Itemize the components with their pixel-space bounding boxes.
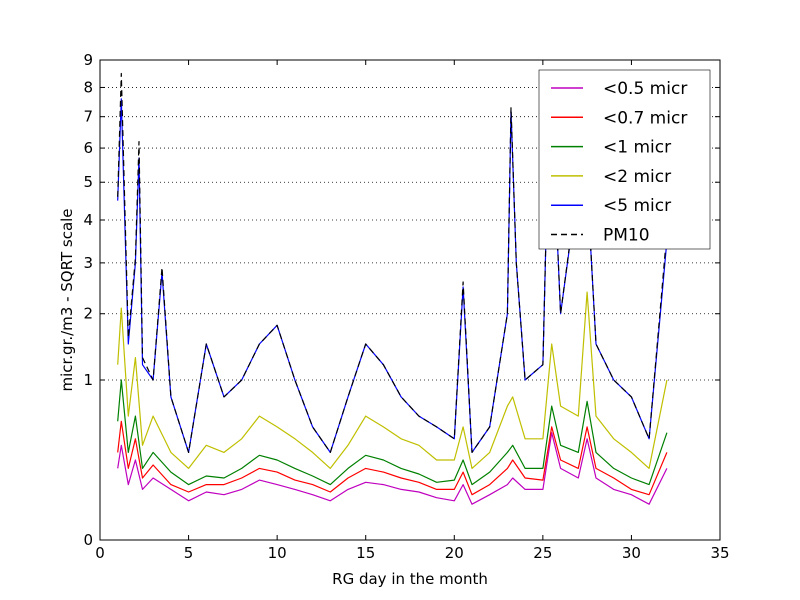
x-tick-label: 10: [268, 544, 287, 562]
legend-entry-label: <1 micr: [603, 138, 671, 158]
legend-entry-label: <5 micr: [603, 196, 671, 216]
x-tick-label: 35: [710, 544, 729, 562]
y-tick-label: 0: [83, 531, 93, 549]
series-line: [117, 432, 668, 505]
y-tick-label: 7: [83, 108, 93, 126]
plot-area-frame: [99, 59, 721, 541]
y-tick-label: 9: [83, 51, 93, 69]
series-line: [117, 420, 668, 496]
series-line: [117, 291, 668, 469]
x-tick-label: 5: [184, 544, 194, 562]
y-axis-label: micr.gr./m3 - SQRT scale: [58, 208, 76, 391]
legend: <0.5 micr <0.7 micr <1 micr <2 micr <5 micr P…: [538, 69, 711, 250]
series-lines: [117, 70, 668, 505]
legend-entry-label: PM10: [603, 226, 650, 246]
x-axis-label: RG day in the month: [332, 570, 488, 588]
y-tick-label: 1: [83, 371, 93, 389]
legend-entry-label: <2 micr: [603, 167, 671, 187]
series-line: [117, 379, 668, 486]
y-tick-label: 4: [83, 211, 93, 229]
x-tick-label: 30: [622, 544, 641, 562]
x-tick-label: 15: [356, 544, 375, 562]
axis-ticks: 0 1 2 3 4 5 6 7 8 9 0 5 10 15 20 25 30 35: [83, 51, 729, 562]
legend-entry-label: <0.5 micr: [603, 79, 687, 99]
y-tick-label: 2: [83, 305, 93, 323]
series-line: [117, 70, 668, 453]
x-tick-label: 0: [95, 544, 105, 562]
y-tick-label: 6: [83, 139, 93, 157]
x-tick-label: 25: [533, 544, 552, 562]
legend-entries: <0.5 micr <0.7 micr <1 micr <2 micr <5 micr P…: [551, 79, 687, 246]
y-tick-label: 8: [83, 78, 93, 96]
y-tick-label: 3: [83, 254, 93, 272]
x-tick-label: 20: [445, 544, 464, 562]
legend-box: [538, 69, 711, 250]
legend-entry-label: <0.7 micr: [603, 108, 687, 128]
y-tick-label: 5: [83, 173, 93, 191]
